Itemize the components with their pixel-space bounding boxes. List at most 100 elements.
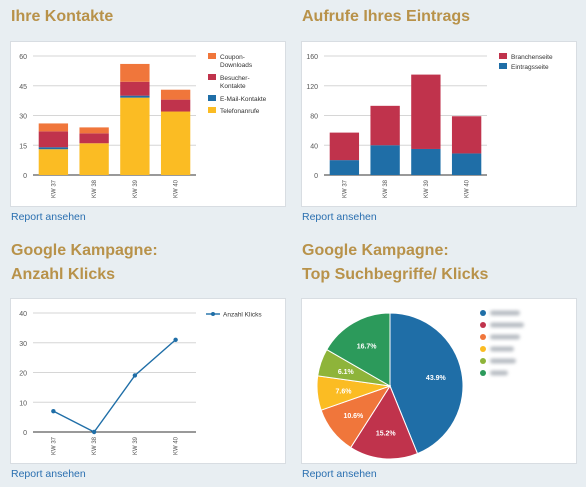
contacts-x-tick-label: KW 37 <box>51 179 57 198</box>
contacts-report-link[interactable]: Report ansehen <box>11 211 86 223</box>
clicks-legend-marker <box>211 312 215 316</box>
terms-title-line1: Google Kampagne: <box>302 242 449 259</box>
contacts-title: Ihre Kontakte <box>11 8 114 25</box>
clicks-point <box>91 429 97 435</box>
contacts-bar-segment <box>160 89 191 100</box>
terms-legend-blurred-label <box>490 322 524 328</box>
terms-pie-slice <box>326 312 391 387</box>
contacts-legend-label: Coupon- <box>220 54 245 61</box>
terms-slice-label: 7.6% <box>336 389 353 396</box>
views-bar-segment <box>329 160 360 175</box>
terms-report-link[interactable]: Report ansehen <box>302 468 377 480</box>
contacts-bar-segment <box>160 111 191 175</box>
contacts-legend-label: Telefonanrufe <box>220 108 260 115</box>
contacts-chart: 0 15 30 45 60 KW 37 KW 38 KW 39 KW 40 Coupon-Down… <box>19 53 267 198</box>
views-legend-swatch <box>499 63 507 69</box>
contacts-bar-segment <box>79 127 109 134</box>
terms-chart: 43.9% 15.2% 10.6% 7.6% 6.1% 16.7% <box>316 310 524 460</box>
views-bar-segment <box>370 145 400 175</box>
contacts-legend-label: E-Mail-Kontakte <box>220 96 267 103</box>
terms-legend-blurred-label <box>490 358 516 364</box>
clicks-title-line1: Google Kampagne: <box>11 242 158 259</box>
contacts-legend-swatch <box>208 95 216 101</box>
contacts-bar-segment <box>38 147 69 150</box>
clicks-legend-label: Anzahl Klicks <box>223 312 262 319</box>
clicks-x-tick-label: KW 39 <box>133 436 139 455</box>
views-report-link[interactable]: Report ansehen <box>302 211 377 223</box>
terms-legend-marker <box>480 358 486 364</box>
contacts-legend-swatch <box>208 107 216 113</box>
terms-slice-label: 15.2% <box>376 431 397 438</box>
contacts-bar-segment <box>120 81 150 96</box>
contacts-y-tick-label: 45 <box>19 84 27 91</box>
clicks-y-tick-label: 20 <box>19 371 27 378</box>
views-legend-label: Eintragsseite <box>511 64 549 71</box>
contacts-bar-segment <box>120 95 150 98</box>
views-x-tick-label: KW 37 <box>342 179 348 198</box>
terms-pie-slice <box>350 384 419 460</box>
views-bar-segment <box>370 105 400 146</box>
contacts-y-tick-label: 30 <box>19 114 27 121</box>
contacts-x-tick-label: KW 38 <box>92 179 98 198</box>
clicks-x-tick-label: KW 40 <box>174 436 180 455</box>
clicks-chart: 0 10 20 30 40 Anzahl Klicks KW 37 KW 38 KW 39 KW … <box>19 311 262 455</box>
views-y-tick-label: 0 <box>314 173 318 180</box>
clicks-y-tick-label: 10 <box>19 400 27 407</box>
contacts-chart-card: 0 15 30 45 60 KW 37 KW 38 KW 39 KW 40 Coupon- Down… <box>10 41 286 207</box>
terms-legend-blurred-label <box>490 310 520 316</box>
contacts-bar-segment <box>38 149 69 175</box>
terms-legend-blurred-label <box>490 334 520 340</box>
contacts-legend-swatch <box>208 53 216 59</box>
views-bar-segment <box>329 132 360 161</box>
views-y-tick-label: 120 <box>306 84 318 91</box>
views-x-tick-label: KW 38 <box>383 179 389 198</box>
views-x-tick-label: KW 40 <box>465 179 471 198</box>
views-bar-segment <box>411 74 441 149</box>
contacts-legend-label: Kontakte <box>220 83 246 90</box>
clicks-y-tick-label: 30 <box>19 341 27 348</box>
views-bar-segment <box>411 148 441 175</box>
views-bar-segment <box>451 116 482 154</box>
clicks-title-line2: Anzahl Klicks <box>11 266 116 283</box>
clicks-point <box>132 373 138 378</box>
contacts-legend-label: Downloads <box>220 62 253 69</box>
views-chart: 0 40 80 120 160 KW 37 KW 38 KW 39 KW 40 Branchens… <box>306 53 553 198</box>
terms-chart-card: 43.9% 15.2% 10.6% 7.6% 6.1% 16.7% <box>301 298 577 464</box>
terms-legend-blurred-label <box>490 370 508 376</box>
terms-slice-label: 10.6% <box>343 413 364 420</box>
terms-legend-marker <box>480 310 486 316</box>
clicks-x-tick-label: KW 38 <box>92 436 98 455</box>
terms-title-line2: Top Suchbegriffe/ Klicks <box>302 266 489 283</box>
views-y-tick-label: 80 <box>310 114 318 121</box>
clicks-title: Google Kampagne: Anzahl Klicks <box>11 239 158 287</box>
terms-title: Google Kampagne: Top Suchbegriffe/ Klick… <box>302 239 488 287</box>
terms-legend-marker <box>480 346 486 352</box>
views-y-tick-label: 40 <box>310 143 318 150</box>
clicks-y-tick-label: 0 <box>23 430 27 437</box>
clicks-line <box>53 339 177 433</box>
clicks-chart-card: 0 10 20 30 40 Anzahl Klicks KW 37 KW 38 KW 39 KW … <box>10 298 286 464</box>
contacts-y-tick-label: 15 <box>19 143 27 150</box>
contacts-x-tick-label: KW 40 <box>174 179 180 198</box>
terms-legend-marker <box>480 334 486 340</box>
terms-pie-slice <box>389 312 464 455</box>
contacts-legend-label: Besucher- <box>220 75 250 82</box>
clicks-point <box>51 408 56 414</box>
clicks-point <box>173 337 178 342</box>
terms-legend-blurred-label <box>490 346 514 352</box>
clicks-x-tick-label: KW 37 <box>51 436 57 455</box>
views-legend-label: Branchenseite <box>511 54 553 61</box>
contacts-bar-segment <box>120 63 150 82</box>
views-chart-card: 0 40 80 120 160 KW 37 KW 38 KW 39 KW 40 Branchens… <box>301 41 577 207</box>
contacts-bar-segment <box>79 143 109 175</box>
views-x-tick-label: KW 39 <box>424 179 430 198</box>
terms-legend-marker <box>480 322 486 328</box>
contacts-bar-segment <box>38 123 69 132</box>
contacts-x-tick-label: KW 39 <box>133 179 139 198</box>
contacts-bar-segment <box>79 133 109 144</box>
clicks-report-link[interactable]: Report ansehen <box>11 468 86 480</box>
terms-slice-label: 6.1% <box>338 369 355 376</box>
contacts-bar-segment <box>160 99 191 112</box>
views-y-tick-label: 160 <box>306 54 318 61</box>
contacts-legend-swatch <box>208 74 216 80</box>
